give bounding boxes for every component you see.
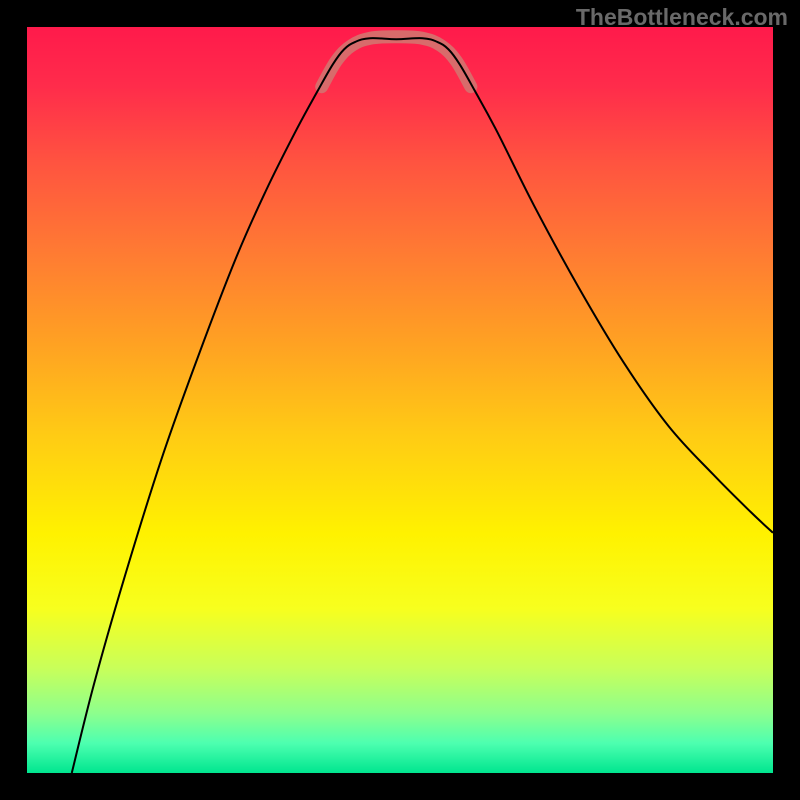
main-curve [72,38,773,773]
highlight-curve [322,37,471,87]
chart-frame: TheBottleneck.com [0,0,800,800]
curve-layer [27,27,773,773]
plot-area [27,27,773,773]
